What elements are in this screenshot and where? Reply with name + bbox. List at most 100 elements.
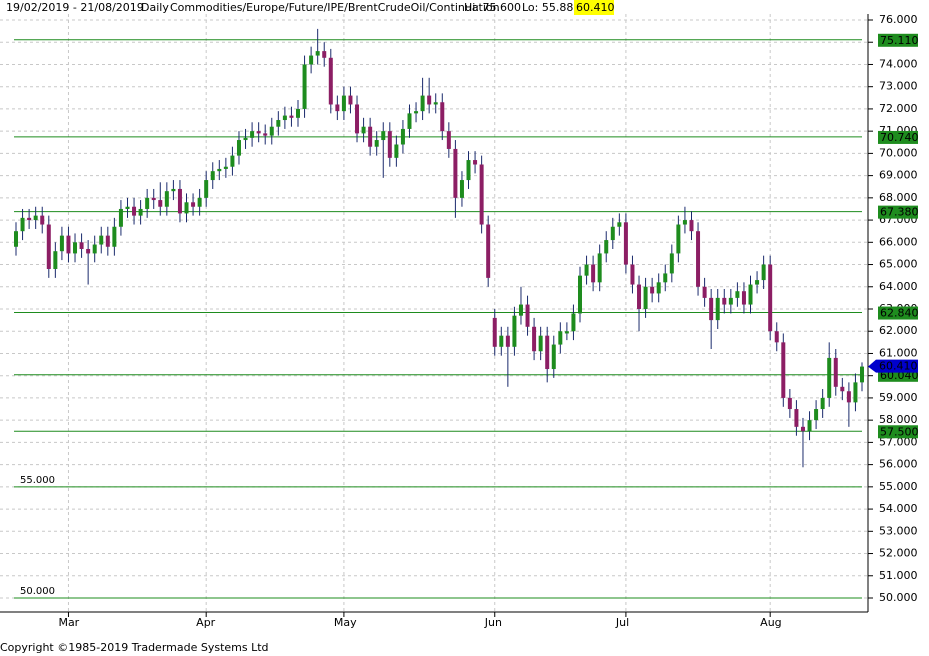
candle-body: [840, 386, 845, 392]
candle-body: [407, 113, 412, 129]
candle-body: [250, 131, 255, 138]
candle-body: [479, 164, 484, 225]
candle-body: [538, 335, 543, 352]
candle-body: [800, 426, 805, 432]
candle-body: [571, 313, 576, 332]
high: Hi: 75.600: [464, 1, 521, 14]
candle-body: [709, 297, 714, 321]
candle-body: [748, 284, 753, 305]
y-tick-label: 68.000: [879, 191, 918, 204]
candle-body: [682, 220, 687, 225]
candle-body: [348, 95, 353, 105]
candle-body: [486, 224, 491, 278]
candle-body: [27, 217, 32, 221]
candle-body: [53, 251, 58, 269]
candle-body: [604, 240, 609, 254]
x-tick-label: Jul: [615, 616, 629, 629]
candle-body: [158, 200, 163, 207]
candle-body: [315, 51, 320, 56]
candle-body: [827, 357, 832, 398]
candle-body: [453, 148, 458, 198]
candle-body: [328, 57, 333, 105]
y-tick-label: 69.000: [879, 169, 918, 182]
level-label-box: [878, 425, 918, 439]
candle-body: [414, 111, 419, 114]
x-tick-label: Mar: [58, 616, 79, 629]
candle-body: [289, 115, 294, 118]
candle-body: [584, 264, 589, 276]
candle-body: [597, 253, 602, 283]
candle-body: [86, 248, 91, 254]
candle-body: [741, 291, 746, 305]
candle-body: [820, 397, 825, 410]
y-tick-label: 70.000: [879, 146, 918, 159]
candle-body: [505, 335, 510, 347]
candle-body: [14, 231, 18, 247]
candle-body: [735, 291, 740, 298]
candle-body: [59, 235, 64, 252]
candle-body: [20, 217, 25, 232]
y-tick-label: 64.000: [879, 280, 918, 293]
candle-body: [715, 297, 720, 321]
y-tick-label: 50.000: [879, 591, 918, 604]
candle-body: [256, 131, 261, 134]
candle-body: [702, 286, 707, 298]
y-tick-label: 66.000: [879, 235, 918, 248]
candle-body: [335, 104, 340, 112]
candle-body: [191, 202, 196, 207]
y-tick-label: 61.000: [879, 346, 918, 359]
candle-body: [79, 242, 84, 249]
y-tick-label: 56.000: [879, 458, 918, 471]
candle-body: [492, 317, 497, 347]
y-tick-label: 51.000: [879, 569, 918, 582]
candle-body: [722, 297, 727, 305]
candle-body: [689, 220, 694, 232]
last-price-marker: [868, 359, 918, 373]
last-price-label: 60.410: [879, 360, 918, 373]
candle-body: [545, 335, 550, 370]
candle-body: [197, 197, 202, 207]
candle-body: [204, 180, 209, 198]
candle-body: [73, 242, 78, 254]
candle-body: [623, 222, 628, 265]
candle-body: [643, 286, 648, 309]
candle-body: [145, 197, 150, 209]
candle-body: [223, 166, 228, 169]
candle-body: [794, 409, 799, 427]
candle-body: [217, 168, 222, 172]
y-tick-label: 52.000: [879, 547, 918, 560]
candle-body: [230, 155, 235, 167]
candle-body: [236, 140, 241, 156]
date-range: 19/02/2019 - 21/08/2019: [6, 1, 144, 14]
candle-body: [774, 331, 779, 343]
x-tick-label: Apr: [196, 616, 216, 629]
candle-body: [761, 264, 766, 281]
candle-body: [125, 206, 130, 209]
candle-body: [427, 95, 432, 105]
candle-body: [768, 264, 773, 332]
candle-body: [387, 131, 392, 158]
candle-body: [243, 137, 248, 141]
level-label: 57.500: [880, 425, 919, 438]
y-tick-label: 57.000: [879, 435, 918, 448]
candle-body: [551, 344, 556, 370]
candle-body: [787, 397, 792, 410]
candle-body: [814, 409, 819, 421]
candle-body: [558, 331, 563, 345]
candle-body: [210, 171, 215, 181]
candle-body: [269, 126, 274, 136]
interval: Daily: [141, 1, 169, 14]
y-tick-label: 53.000: [879, 524, 918, 537]
candle-body: [637, 284, 642, 309]
candle-body: [40, 215, 45, 225]
y-tick-label: 59.000: [879, 391, 918, 404]
candle-body: [846, 391, 851, 403]
symbol: Commodities/Europe/Future/IPE/BrentCrude…: [170, 1, 500, 14]
candle-body: [525, 304, 530, 327]
candle-body: [164, 191, 169, 207]
y-tick-label: 74.000: [879, 57, 918, 70]
candle-body: [138, 208, 143, 216]
candle-body: [591, 264, 596, 283]
y-tick-label: 54.000: [879, 502, 918, 515]
